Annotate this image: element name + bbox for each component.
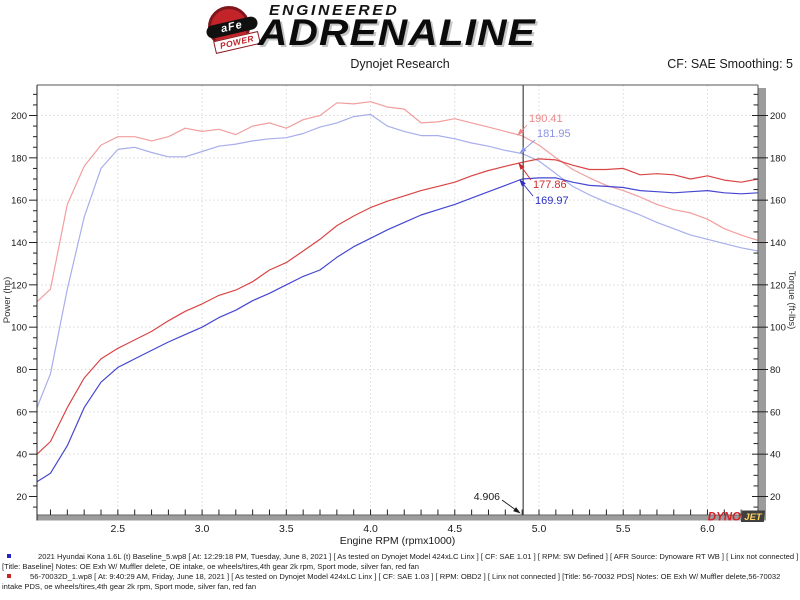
- svg-text:4.0: 4.0: [363, 523, 378, 535]
- svg-text:100: 100: [11, 323, 27, 334]
- svg-text:40: 40: [16, 450, 27, 461]
- svg-text:181.95: 181.95: [537, 128, 571, 140]
- page-title: Dynojet Research: [350, 57, 450, 71]
- curve-torque-baseline: [36, 113, 759, 408]
- svg-text:60: 60: [16, 407, 27, 418]
- pds-run-info-line1: 56-70032D_1.wp8 [ At: 9:40:29 AM, Friday…: [30, 572, 781, 581]
- svg-text:5.5: 5.5: [616, 523, 631, 535]
- svg-text:140: 140: [11, 238, 27, 249]
- callout-power-pds: 177.86: [518, 162, 567, 191]
- svg-text:80: 80: [16, 365, 27, 376]
- curves: [36, 101, 759, 483]
- baseline-run-info-line1: 2021 Hyundai Kona 1.6L (t) Baseline_5.wp…: [38, 552, 799, 561]
- svg-text:180: 180: [770, 153, 786, 164]
- baseline-run-info-line2: [Title: Baseline] Notes: OE Exh W/ Muffl…: [2, 562, 419, 571]
- curve-torque-pds: [36, 101, 759, 303]
- curve-power-baseline: [36, 177, 759, 483]
- svg-text:5.0: 5.0: [532, 523, 547, 535]
- pds-run-info-line2: intake PDS, oe wheels/tires,4th gear 2k …: [2, 582, 257, 591]
- logo-adrenaline-text: ADRENALINE: [258, 12, 536, 53]
- dyno-chart-svg: 20 20 40 40 60 60 80 80 100 100 120 120 140 140 160 160…: [2, 84, 797, 547]
- curve-power-pds: [36, 158, 759, 455]
- svg-text:3.5: 3.5: [279, 523, 294, 535]
- svg-text:DYNO: DYNO: [708, 512, 741, 524]
- gridlines: [37, 85, 758, 515]
- svg-text:Torque (ft-lbs): Torque (ft-lbs): [786, 271, 797, 330]
- svg-text:120: 120: [770, 280, 786, 291]
- svg-text:140: 140: [770, 238, 786, 249]
- svg-text:20: 20: [16, 492, 27, 503]
- svg-text:100: 100: [770, 323, 786, 334]
- dyno-chart: 20 20 40 40 60 60 80 80 100 100 120 120 140 140 160 160…: [0, 80, 800, 550]
- svg-text:160: 160: [770, 196, 786, 207]
- svg-text:169.97: 169.97: [535, 195, 569, 207]
- axes: 20 20 40 40 60 60 80 80 100 100 120 120 140 140 160 160…: [2, 84, 797, 547]
- svg-text:120: 120: [11, 280, 27, 291]
- logo-engineered-text: ENGINEERED: [269, 2, 400, 19]
- callout-torque-baseline: 181.95: [519, 128, 571, 154]
- svg-text:40: 40: [770, 450, 781, 461]
- header: aFe POWER ENGINEERED ADRENALINE Dynojet …: [0, 0, 800, 78]
- marker-rpm-callout: 4.906: [474, 491, 521, 514]
- dynojet-watermark: DYNO JET: [708, 510, 766, 524]
- svg-text:JET: JET: [744, 512, 763, 523]
- svg-text:4.906: 4.906: [474, 491, 500, 503]
- svg-text:2.5: 2.5: [111, 523, 126, 535]
- callout-torque-pds: 190.41: [517, 113, 563, 136]
- svg-text:6.0: 6.0: [700, 523, 715, 535]
- svg-text:Engine RPM (rpmx1000): Engine RPM (rpmx1000): [340, 535, 456, 547]
- svg-text:190.41: 190.41: [529, 113, 563, 125]
- callout-power-baseline: 169.97: [519, 179, 569, 207]
- svg-text:200: 200: [11, 111, 27, 122]
- afe-power-logo-icon: aFe POWER: [205, 6, 261, 55]
- smoothing-label: CF: SAE Smoothing: 5: [667, 57, 793, 71]
- svg-text:80: 80: [770, 365, 781, 376]
- svg-text:3.0: 3.0: [195, 523, 210, 535]
- pds-run-swatch: [7, 574, 11, 578]
- svg-text:180: 180: [11, 153, 27, 164]
- afe-logo-text: aFe: [219, 18, 244, 36]
- svg-text:200: 200: [770, 111, 786, 122]
- svg-text:20: 20: [770, 492, 781, 503]
- callouts: 190.41 181.95 177.86 169.97 4.906: [474, 113, 571, 514]
- svg-text:177.86: 177.86: [533, 179, 567, 191]
- svg-text:160: 160: [11, 196, 27, 207]
- run-legend: 2021 Hyundai Kona 1.6L (t) Baseline_5.wp…: [0, 548, 800, 600]
- svg-text:60: 60: [770, 407, 781, 418]
- baseline-run-swatch: [7, 554, 11, 558]
- svg-text:Power (hp): Power (hp): [2, 277, 13, 323]
- svg-text:4.5: 4.5: [447, 523, 462, 535]
